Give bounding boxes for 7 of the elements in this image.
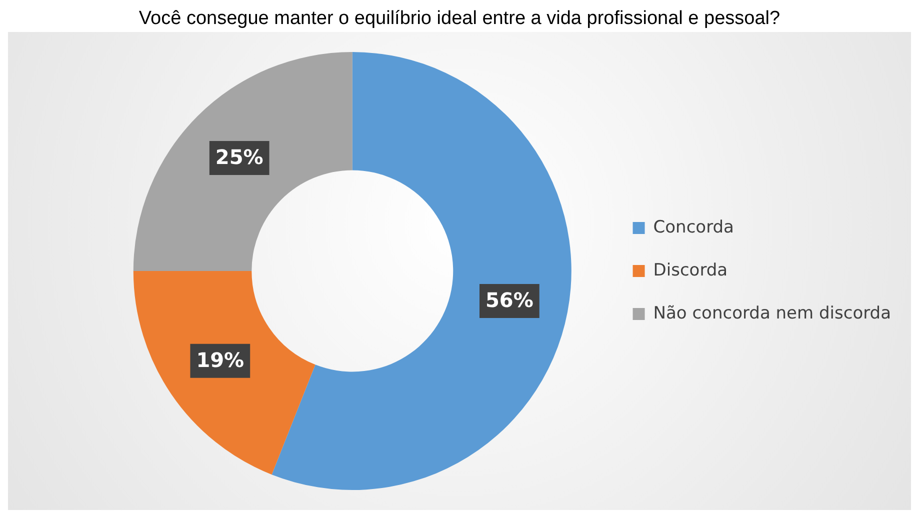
legend-label: Não concorda nem discorda bbox=[653, 303, 892, 324]
data-label: 19% bbox=[196, 348, 244, 372]
legend-label: Discorda bbox=[653, 260, 728, 280]
data-label: 25% bbox=[215, 145, 264, 170]
legend-label: Concorda bbox=[653, 217, 734, 238]
data-label: 56% bbox=[485, 288, 534, 312]
chart-title: Você consegue manter o equilíbrio ideal entre a vida profissional e pessoal? bbox=[138, 8, 782, 30]
